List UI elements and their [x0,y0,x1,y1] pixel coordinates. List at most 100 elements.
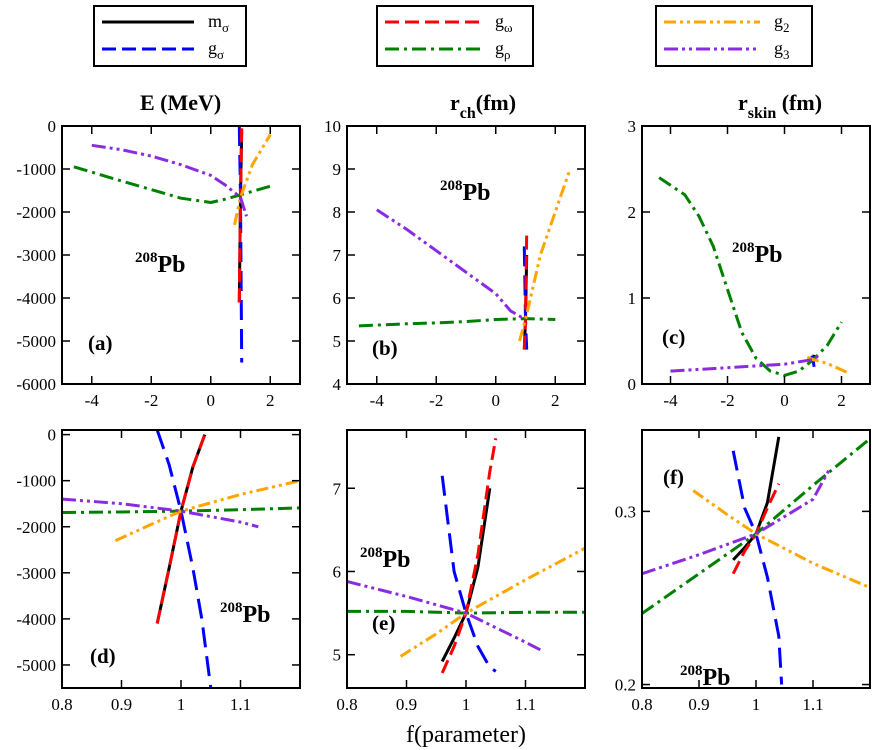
panel-a: -4 -2 0 2 0 -1000 -2000 -3000 -4000 -5000 -6000 (a)… [16,117,301,410]
panel-f: 0.8 0.9 1 1.1 0.2 0.3 (f) 208Pb [615,429,871,714]
series-g-ω [155,434,207,624]
series-g-2 [518,168,572,342]
panel-label: (e) [372,611,395,635]
column-title-2: rch(fm) [450,90,516,122]
y-tick-label: -5000 [16,656,56,675]
nucleus-label: 208Pb [440,178,491,206]
y-tick-label: 9 [333,160,342,179]
x-tick-label: 0 [492,391,501,410]
panel-label: (d) [90,644,116,668]
panel-label: (f) [663,465,684,489]
x-tick-label: 1 [752,695,761,714]
x-tick-label: 1 [462,695,471,714]
series-g-ω [440,438,498,674]
panel-label: (a) [88,331,113,355]
legend-label: gρ [495,38,511,62]
y-tick-label: 4 [333,375,342,394]
y-tick-label: 7 [333,479,342,498]
x-axis-label: f(parameter) [406,722,526,748]
nucleus-label: 208Pb [732,240,783,268]
column-title-3: rskin (fm) [738,90,822,122]
y-tick-label: -3000 [16,564,56,583]
nucleus-label: 208Pb [360,545,411,573]
x-tick-label: 1.1 [802,695,823,714]
x-tick-label: 0.8 [631,695,652,714]
nucleus-label: 208Pb [135,250,186,278]
series-group [347,438,585,674]
legend-label: mσ [208,11,229,35]
x-tick-label: 0.8 [336,695,357,714]
y-tick-label: -6000 [16,375,56,394]
y-tick-label: -3000 [16,246,56,265]
series-g-ρ [658,176,843,377]
y-tick-label: 1 [628,289,637,308]
x-tick-label: 0 [780,391,789,410]
x-tick-label: -4 [370,391,385,410]
legend-box-1: mσ gσ [93,5,247,67]
x-tick-label: -4 [663,391,678,410]
legend-label: g3 [774,38,790,62]
x-tick-label: 2 [551,391,560,410]
series-group [358,168,572,350]
legend-label: gσ [208,38,224,62]
x-tick-label: 0.8 [51,695,72,714]
column-title-1: E (MeV) [140,90,221,115]
y-tick-label: 7 [333,246,342,265]
y-tick-label: 6 [333,562,342,581]
series-g-3 [670,354,820,373]
y-tick-label: 0 [48,117,57,136]
x-tick-label: 2 [837,391,846,410]
x-tick-label: 0.9 [688,695,709,714]
y-tick-label: -4000 [16,289,56,308]
legend-frame [93,5,247,67]
legend-frame [376,5,534,67]
y-tick-label: -1000 [16,160,56,179]
series-group [658,176,851,377]
series-g-σ [440,475,497,673]
panel-d: 0.8 0.9 1 1.1 0 -1000 -2000 -3000 -4000 -5000 (d) 2… [16,426,301,714]
panel-e: 0.8 0.9 1 1.1 5 6 7 (e) 208Pb [333,429,586,714]
nucleus-label: 208Pb [220,600,271,628]
series-g-3 [347,580,544,653]
x-tick-label: -2 [429,391,443,410]
y-tick-label: -2000 [16,518,56,537]
legend-label: g2 [774,11,790,35]
plot-frame [641,125,871,385]
x-tick-label: -2 [144,391,158,410]
series-g-2 [692,489,870,589]
legend-frame [655,5,813,67]
x-tick-label: 2 [266,391,275,410]
x-tick-label: -4 [85,391,100,410]
panel-b: -4 -2 0 2 4 5 6 7 8 9 10 (b) 208Pb [324,117,586,410]
series-g-2 [114,479,300,542]
x-tick-label: 1.1 [230,695,251,714]
y-tick-label: 10 [324,117,341,136]
y-tick-label: 5 [333,332,342,351]
panel-label: (c) [662,325,685,349]
y-tick-label: 0.2 [615,676,636,695]
legend-label: gω [495,11,513,35]
series-g-ρ [73,165,271,204]
panel-c: -4 -2 0 2 0 1 2 3 (c) 208Pb [628,117,871,410]
y-tick-label: -5000 [16,332,56,351]
y-tick-label: 6 [333,289,342,308]
series-group [642,436,870,685]
series-g-3 [91,143,248,217]
series-g-σ [155,430,213,688]
y-tick-label: 8 [333,203,342,222]
nucleus-label: 208Pb [680,663,731,691]
x-tick-label: 0.9 [111,695,132,714]
series-g-σ [731,450,784,685]
y-tick-label: 0 [628,375,637,394]
series-group [73,126,272,363]
y-tick-label: 2 [628,203,637,222]
x-tick-label: 1.1 [515,695,536,714]
y-tick-label: -1000 [16,472,56,491]
legend-box-2: gω gρ [376,5,534,67]
x-tick-label: -2 [720,391,734,410]
y-tick-label: 0 [48,426,57,445]
series-g-3 [642,467,832,576]
y-tick-label: 0.3 [615,502,636,521]
